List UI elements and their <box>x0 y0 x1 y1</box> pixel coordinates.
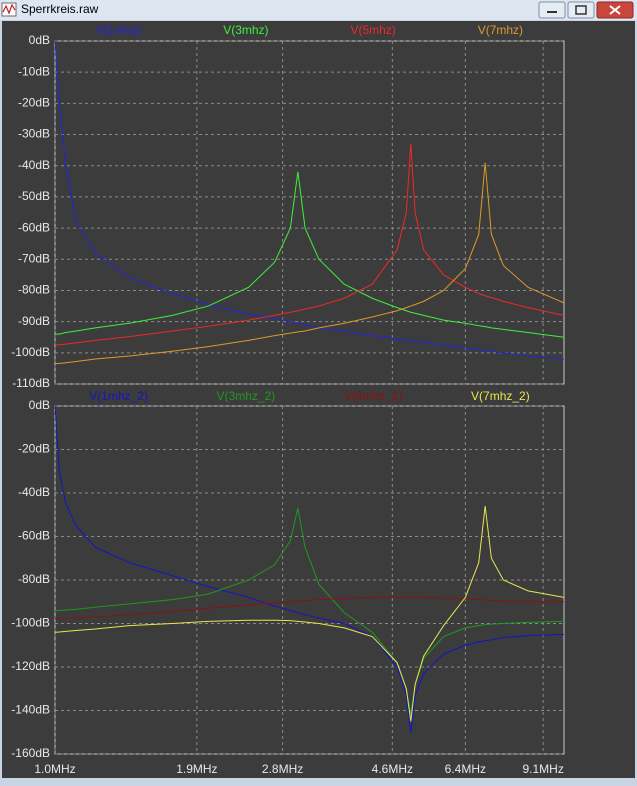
trace-line <box>55 505 564 722</box>
legend-entry: V(3mhz_2) <box>217 389 276 403</box>
y-tick-label: -80dB <box>18 283 50 297</box>
x-tick-label: 6.4MHz <box>445 762 486 776</box>
y-tick-label: -100dB <box>11 345 50 359</box>
y-tick-label: 0dB <box>29 33 50 47</box>
legend-entry: V(5mhz) <box>350 23 395 37</box>
trace-line <box>55 171 564 338</box>
trace-line <box>55 596 564 620</box>
y-tick-label: -60dB <box>18 220 50 234</box>
minimize-button[interactable] <box>538 1 566 19</box>
title-bar <box>0 0 637 20</box>
legend-entry: V(3mhz) <box>223 23 268 37</box>
legend-entry: V(5mhz_2) <box>344 389 403 403</box>
y-tick-label: -60dB <box>18 529 50 543</box>
legend-entry: V(7mhz) <box>478 23 523 37</box>
app-icon <box>1 2 17 17</box>
y-tick-label: -140dB <box>11 703 50 717</box>
x-tick-label: 4.6MHz <box>372 762 413 776</box>
legend-entry: V(7mhz_2) <box>471 389 530 403</box>
y-tick-label: -160dB <box>11 746 50 760</box>
y-tick-label: -10dB <box>18 64 50 78</box>
window-title: Sperrkreis.raw <box>21 2 99 16</box>
trace-line <box>55 162 564 365</box>
y-tick-label: -70dB <box>18 251 50 265</box>
y-tick-label: -120dB <box>11 659 50 673</box>
legend-entry: V(1mhz_2) <box>89 389 148 403</box>
y-tick-label: -30dB <box>18 127 50 141</box>
y-tick-label: -40dB <box>18 485 50 499</box>
x-tick-label: 1.9MHz <box>176 762 217 776</box>
trace-line <box>55 406 564 733</box>
y-tick-label: -50dB <box>18 189 50 203</box>
y-tick-label: 0dB <box>29 398 50 412</box>
plot-area <box>54 40 565 385</box>
close-button[interactable] <box>596 1 634 19</box>
y-tick-label: -80dB <box>18 572 50 586</box>
y-tick-label: -110dB <box>12 376 50 390</box>
x-tick-label: 9.1MHz <box>522 762 563 776</box>
legend-entry: V(1mhz) <box>96 23 141 37</box>
trace-line <box>55 508 564 715</box>
x-tick-label: 2.8MHz <box>262 762 303 776</box>
maximize-button[interactable] <box>567 1 595 19</box>
trace-line <box>55 41 564 360</box>
y-tick-label: -90dB <box>18 314 50 328</box>
y-tick-label: -100dB <box>11 616 50 630</box>
y-tick-label: -40dB <box>18 158 50 172</box>
trace-line <box>55 143 564 346</box>
y-tick-label: -20dB <box>18 96 50 110</box>
x-tick-label: 1.0MHz <box>34 762 75 776</box>
y-tick-label: -20dB <box>18 442 50 456</box>
